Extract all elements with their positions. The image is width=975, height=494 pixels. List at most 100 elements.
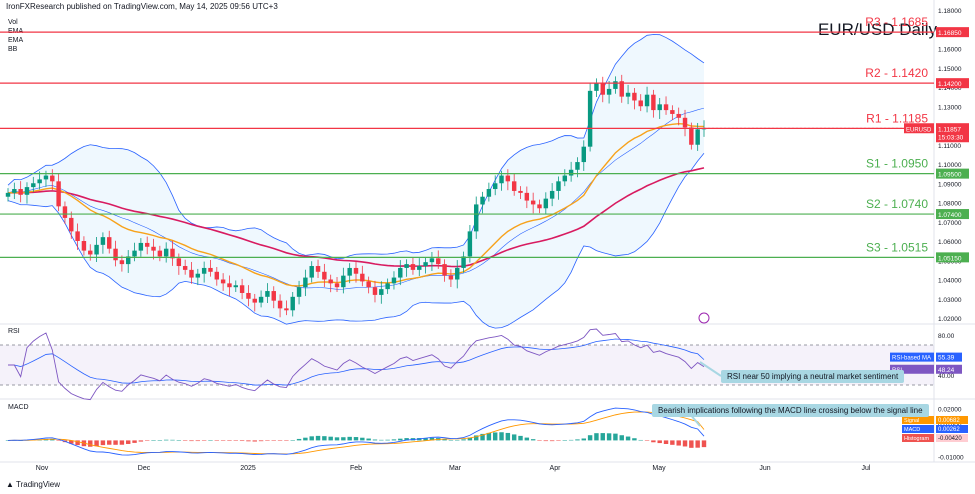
macd-histogram-bar <box>594 433 599 441</box>
macd-pane-label: MACD <box>8 404 29 411</box>
level-tag-s1: 1.09500 <box>938 172 962 179</box>
macd-histogram-bar <box>284 440 289 441</box>
macd-histogram-bar <box>429 437 435 441</box>
rsi-value-bg <box>936 352 962 362</box>
price-tick-label: 1.03000 <box>938 297 962 304</box>
candle-body <box>119 260 125 265</box>
price-tick-label: 1.16000 <box>938 47 962 54</box>
candle-body <box>328 279 333 284</box>
indicator-bb[interactable]: BB <box>8 46 18 53</box>
macd-value-label: -0.00420 <box>938 436 962 442</box>
candle-body <box>126 256 131 265</box>
candle-body <box>195 273 201 278</box>
candle-body <box>417 266 422 270</box>
macd-histogram-bar <box>138 440 144 442</box>
candle-body <box>657 104 662 111</box>
level-tag-s2: 1.07400 <box>938 212 962 219</box>
candle-body <box>94 244 99 255</box>
candle-body <box>689 127 694 145</box>
macd-histogram-bar <box>404 438 409 441</box>
macd-histogram-bar <box>341 437 346 441</box>
publisher-header: IronFXResearch published on TradingView.… <box>6 2 278 11</box>
macd-value-label: 0.00682 <box>938 418 960 424</box>
candle-body <box>43 175 49 180</box>
macd-histogram-bar <box>663 440 669 444</box>
indicator-ema-fast[interactable]: EMA <box>8 28 24 35</box>
macd-histogram-bar <box>537 440 542 441</box>
macd-histogram-bar <box>163 439 169 441</box>
candle-body <box>480 196 485 205</box>
candle-body <box>663 104 669 111</box>
macd-histogram-bar <box>562 440 568 441</box>
macd-annotation: Bearish implications following the MACD … <box>652 404 929 417</box>
macd-histogram-bar <box>322 436 327 441</box>
indicator-vol[interactable]: Vol <box>8 19 18 26</box>
price-tick-label: 1.07000 <box>938 220 962 227</box>
macd-histogram-bar <box>505 432 511 441</box>
candle-body <box>341 275 346 288</box>
candle-body <box>144 242 150 247</box>
candle-body <box>24 187 30 195</box>
macd-histogram-bar <box>676 440 681 446</box>
time-tick-label: Apr <box>550 465 562 472</box>
rsi-value-bg <box>936 364 962 374</box>
candle-body <box>505 175 511 182</box>
macd-histogram-bar <box>69 440 74 444</box>
indicator-ema-slow[interactable]: EMA <box>8 37 24 44</box>
level-label-r3: R3 - 1.1685 <box>865 15 928 29</box>
candle-body <box>252 298 257 303</box>
macd-histogram-bar <box>366 438 371 441</box>
rsi-legend-bg <box>890 352 934 362</box>
candle-body <box>543 198 549 209</box>
macd-histogram-bar <box>88 440 93 447</box>
price-tick-label: 1.15000 <box>938 66 962 73</box>
time-tick-label: Feb <box>350 465 362 472</box>
candle-body <box>524 192 530 201</box>
level-label-r2: R2 - 1.1420 <box>865 66 928 80</box>
candle-body <box>182 266 188 270</box>
macd-legend-bg <box>902 425 934 433</box>
tradingview-logo[interactable]: ▲ TradingView <box>6 480 60 489</box>
macd-legend-name: Signal <box>904 418 919 424</box>
macd-histogram-bar <box>334 437 340 441</box>
candle-body <box>163 248 169 257</box>
macd-histogram-bar <box>227 440 232 441</box>
macd-value-bg <box>936 434 968 442</box>
macd-histogram-bar <box>75 440 80 446</box>
macd-histogram-bar <box>100 440 106 446</box>
indicator-legend: Vol EMA EMA BB <box>8 18 23 54</box>
macd-histogram-bar <box>549 440 555 442</box>
time-tick-label: May <box>652 465 666 472</box>
macd-histogram-bar <box>619 435 624 441</box>
price-tick-label: 1.09000 <box>938 181 962 188</box>
macd-histogram-bar <box>638 439 643 441</box>
macd-histogram-bar <box>606 433 612 441</box>
macd-tick-label: -0.01000 <box>938 454 964 461</box>
candle-body <box>467 231 473 257</box>
macd-histogram-bar <box>448 439 454 441</box>
candle-body <box>423 262 428 267</box>
macd-histogram-bar <box>50 439 55 441</box>
macd-histogram-bar <box>296 438 302 441</box>
candle-body <box>189 269 194 278</box>
macd-histogram-bar <box>214 440 220 441</box>
macd-histogram-bar <box>119 440 125 445</box>
candle-body <box>290 296 295 311</box>
candle-body <box>50 175 55 182</box>
candle-body <box>360 273 365 282</box>
symbol-tag: EURUSD <box>906 127 932 133</box>
macd-histogram-bar <box>208 440 213 441</box>
candle-body <box>309 266 314 278</box>
macd-histogram-bar <box>360 437 365 441</box>
candle-body <box>107 237 112 249</box>
candle-body <box>138 242 144 251</box>
candle-body <box>391 277 397 284</box>
candle-body <box>581 146 586 163</box>
candle-body <box>625 92 631 97</box>
candle-body <box>227 283 232 288</box>
candle-body <box>670 110 675 114</box>
candle-body <box>442 264 447 276</box>
macd-histogram-bar <box>600 433 605 441</box>
macd-histogram-bar <box>347 436 352 441</box>
